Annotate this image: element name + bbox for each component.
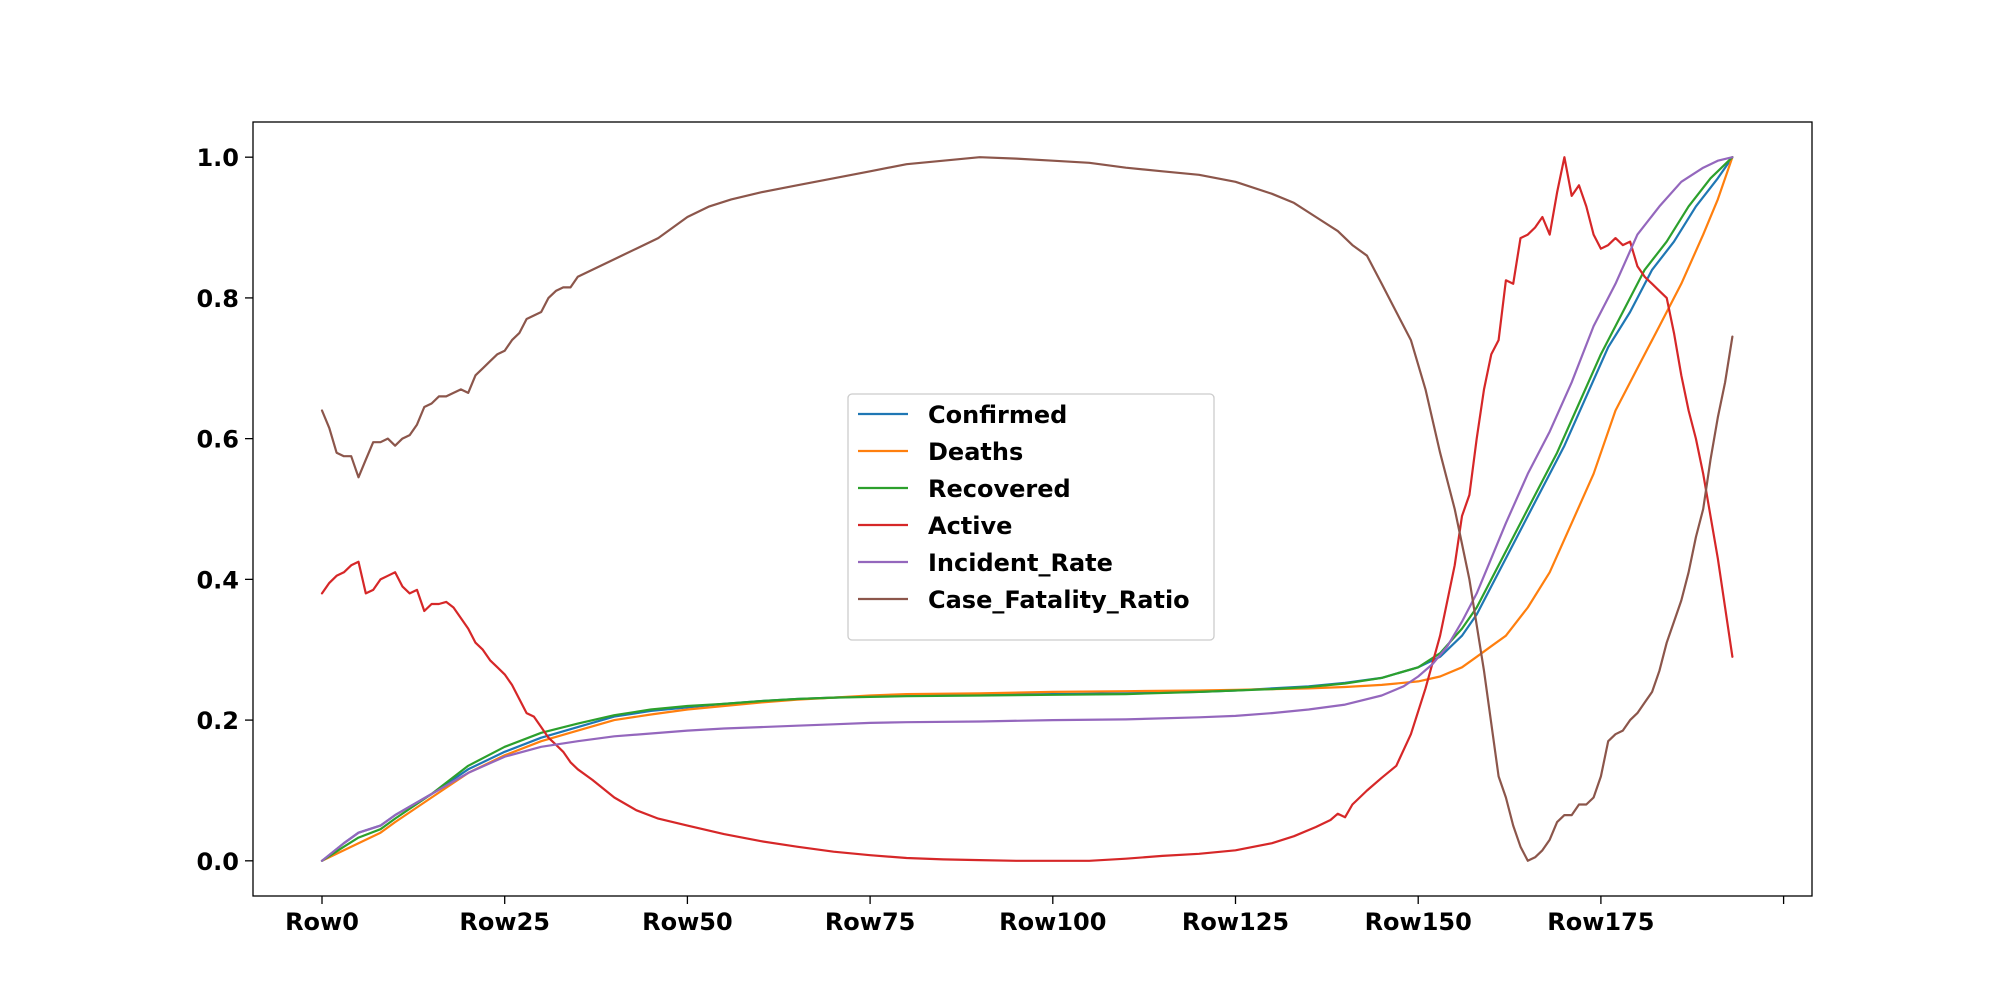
legend-label-confirmed: Confirmed xyxy=(928,401,1067,429)
x-tick-label: Row25 xyxy=(459,908,550,936)
legend-label-recovered: Recovered xyxy=(928,475,1071,503)
legend-box xyxy=(847,393,1215,641)
series-line-active xyxy=(320,156,1734,862)
axes-layer: Row0 Row25 Row50 Row75 Row100 Row125 Row150 Row… xyxy=(196,121,1813,936)
y-tick-label: 0.6 xyxy=(196,426,239,454)
series-line-case-fatality-ratio xyxy=(320,156,1734,862)
y-tick-label: 0.0 xyxy=(196,848,239,876)
legend: Confirmed Deaths Recovered Active Incident_R… xyxy=(847,393,1215,641)
y-tick-label: 1.0 xyxy=(196,144,239,172)
y-tick-label: 0.4 xyxy=(196,566,239,594)
x-tick-label: Row175 xyxy=(1547,908,1654,936)
series-layer xyxy=(320,156,1734,862)
x-tick-label: Row50 xyxy=(642,908,733,936)
x-tick-label: Row100 xyxy=(999,908,1106,936)
series-line-deaths xyxy=(320,156,1734,862)
legend-label-incident-rate: Incident_Rate xyxy=(928,549,1113,577)
x-tick-label: Row75 xyxy=(825,908,916,936)
legend-label-case-fatality-ratio: Case_Fatality_Ratio xyxy=(928,586,1190,614)
x-tick-label: Row0 xyxy=(285,908,359,936)
x-tick-label: Row125 xyxy=(1182,908,1289,936)
series-line-recovered xyxy=(320,156,1734,862)
y-tick-label: 0.8 xyxy=(196,285,239,313)
y-tick-label: 0.2 xyxy=(196,707,239,735)
plot-frame xyxy=(252,121,1813,897)
series-line-incident-rate xyxy=(320,156,1734,862)
legend-label-deaths: Deaths xyxy=(928,438,1023,466)
x-tick-label: Row150 xyxy=(1365,908,1472,936)
legend-label-active: Active xyxy=(928,512,1012,540)
